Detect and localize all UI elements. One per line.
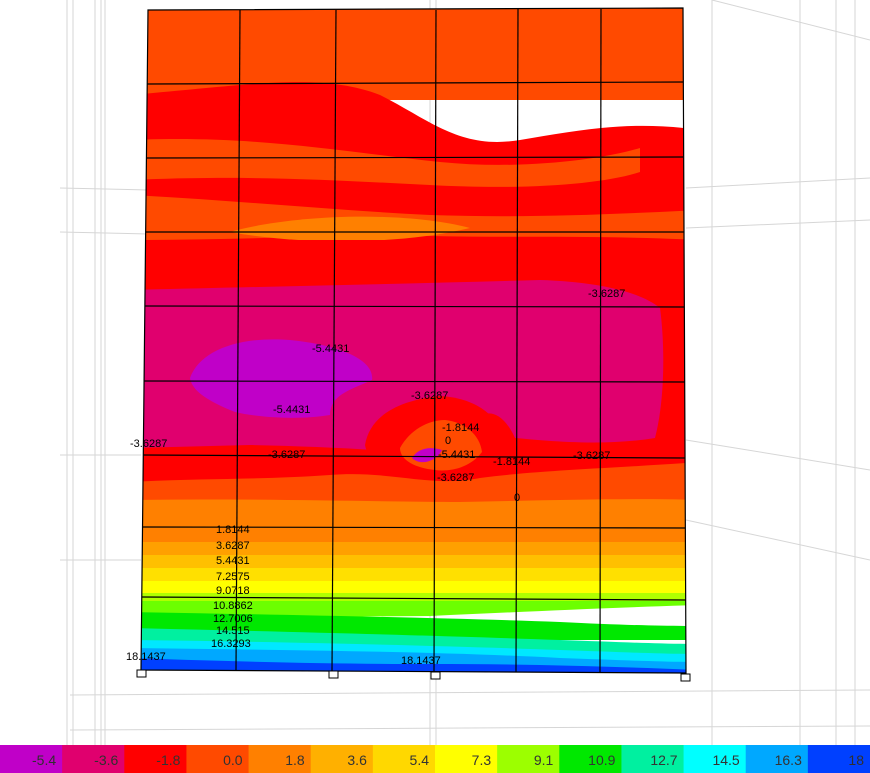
legend-swatch: [435, 745, 498, 773]
contour-label: 0: [514, 492, 520, 504]
legend-label: 10.9: [588, 752, 615, 768]
contour-label: -3.6287: [130, 438, 167, 450]
contour-label: 7.2575: [216, 571, 250, 583]
legend-label: -3.6: [94, 752, 118, 768]
legend-label: 3.6: [347, 752, 367, 768]
support-icon: [136, 669, 147, 678]
shell-mesh-grid: [140, 7, 687, 674]
contour-label: 3.6287: [216, 540, 250, 552]
contour-color-legend: -5.4 -3.6 -1.8 0.0 1.8 3.6 5.4 7.3 9.1 10.9 12.7 14…: [0, 745, 870, 773]
contour-label: 10.8862: [213, 600, 253, 612]
contour-label: -3.6287: [588, 288, 625, 300]
legend-label: 0.0: [223, 752, 243, 768]
contour-label: -1.8144: [442, 422, 479, 434]
legend-swatch: [745, 745, 809, 773]
legend-swatch: [248, 745, 312, 773]
contour-label: 18.1437: [126, 651, 166, 663]
legend-swatch: [807, 745, 870, 773]
legend-label: 1.8: [285, 752, 305, 768]
legend-swatch: [310, 745, 374, 773]
support-icon: [430, 671, 441, 680]
legend-label: -5.4: [32, 752, 56, 768]
support-icon: [680, 673, 691, 682]
legend-label: 9.1: [534, 752, 554, 768]
legend-label: 5.4: [410, 752, 430, 768]
legend-swatch: [0, 745, 63, 773]
legend-label: 7.3: [472, 752, 492, 768]
contour-label: 5.4431: [216, 555, 250, 567]
contour-label: -5.4431: [312, 343, 349, 355]
legend-swatch: [683, 745, 747, 773]
legend-label: 16.3: [775, 752, 802, 768]
legend-swatch: [621, 745, 685, 773]
contour-label: -3.6287: [573, 450, 610, 462]
joint-supports: [136, 669, 691, 682]
legend-swatch: [559, 745, 622, 773]
contour-label: 0: [445, 435, 451, 447]
legend-swatch: [186, 745, 250, 773]
model-viewport[interactable]: -3.6287 -5.4431 -5.4431 -3.6287 -1.8144 …: [0, 0, 870, 745]
legend-label: -1.8: [156, 752, 180, 768]
legend-label: 18: [848, 752, 864, 768]
contour-label: -1.8144: [493, 456, 530, 468]
legend-label: 14.5: [712, 752, 739, 768]
contour-label: 16.3293: [211, 638, 251, 650]
contour-label: 1.8144: [216, 524, 250, 536]
legend-label: 12.7: [650, 752, 677, 768]
contour-label: -3.6287: [437, 472, 474, 484]
contour-label: -5.4431: [438, 449, 475, 461]
contour-label: 14.515: [216, 625, 250, 637]
contour-label: -5.4431: [273, 404, 310, 416]
contour-label: -3.6287: [268, 449, 305, 461]
contour-label: 9.0718: [216, 585, 250, 597]
contour-label: 12.7006: [213, 613, 253, 625]
legend-swatch: [124, 745, 187, 773]
contour-label: -3.6287: [411, 390, 448, 402]
contour-label: 18.1437: [401, 655, 441, 667]
legend-swatch: [372, 745, 436, 773]
legend-swatch: [62, 745, 125, 773]
contour-labels: -3.6287 -5.4431 -5.4431 -3.6287 -1.8144 …: [126, 288, 625, 667]
support-icon: [328, 670, 339, 679]
legend-swatch: [497, 745, 560, 773]
